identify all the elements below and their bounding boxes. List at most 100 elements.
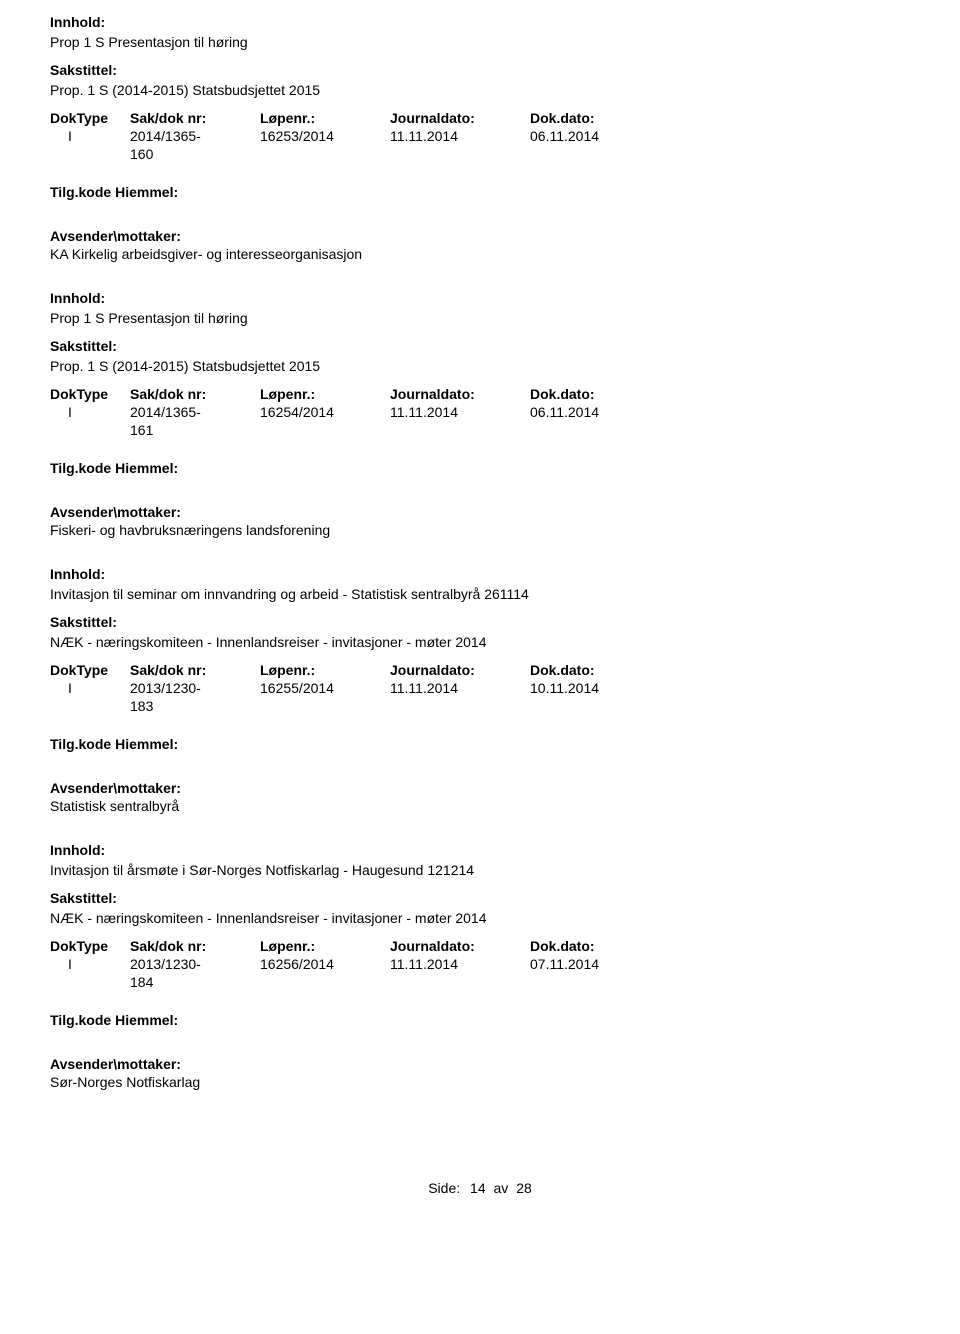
innhold-label: Innhold:: [50, 566, 910, 582]
footer-page-number: 14: [470, 1180, 486, 1196]
saknr-value-2: 183: [130, 698, 260, 714]
dokdato-value: 10.11.2014: [530, 680, 670, 696]
col-journal-header: Journaldato:: [390, 662, 530, 678]
col-saknr-header: Sak/dok nr:: [130, 386, 260, 402]
col-doktype-header: DokType: [50, 662, 130, 678]
col-dokdato-header: Dok.dato:: [530, 110, 670, 126]
col-dokdato-header: Dok.dato:: [530, 938, 670, 954]
saknr-value-2: 161: [130, 422, 260, 438]
table-row: I 2013/1230- 16255/2014 11.11.2014 10.11…: [50, 680, 910, 696]
sakstittel-label: Sakstittel:: [50, 614, 910, 630]
tilgkode-hiemmel-row: Tilg.kode Hiemmel:: [50, 1012, 910, 1028]
journal-entry: Innhold: Invitasjon til årsmøte i Sør-No…: [50, 842, 910, 1090]
hiemmel-label: Hiemmel:: [115, 184, 178, 200]
saknr-value-1: 2013/1230-: [130, 956, 260, 972]
tilgkode-label: Tilg.kode: [50, 460, 111, 476]
sakstittel-label: Sakstittel:: [50, 890, 910, 906]
table-row: I 2014/1365- 16254/2014 11.11.2014 06.11…: [50, 404, 910, 420]
table-header: DokType Sak/dok nr: Løpenr.: Journaldato…: [50, 110, 910, 126]
sakstittel-value: Prop. 1 S (2014-2015) Statsbudsjettet 20…: [50, 358, 910, 374]
tilgkode-hiemmel-row: Tilg.kode Hiemmel:: [50, 736, 910, 752]
col-saknr-header: Sak/dok nr:: [130, 110, 260, 126]
col-lopenr-header: Løpenr.:: [260, 386, 390, 402]
col-lopenr-header: Løpenr.:: [260, 110, 390, 126]
doktype-value: I: [50, 404, 130, 420]
dokdato-value: 06.11.2014: [530, 128, 670, 144]
dokdato-value: 06.11.2014: [530, 404, 670, 420]
innhold-value: Prop 1 S Presentasjon til høring: [50, 310, 910, 326]
table-row: I 2013/1230- 16256/2014 11.11.2014 07.11…: [50, 956, 910, 972]
sakstittel-value: NÆK - næringskomiteen - Innenlandsreiser…: [50, 634, 910, 650]
tilgkode-label: Tilg.kode: [50, 736, 111, 752]
col-doktype-header: DokType: [50, 938, 130, 954]
saknr-value-2: 160: [130, 146, 260, 162]
tilgkode-label: Tilg.kode: [50, 1012, 111, 1028]
avsender-label: Avsender\mottaker:: [50, 780, 910, 796]
table-header: DokType Sak/dok nr: Løpenr.: Journaldato…: [50, 938, 910, 954]
sakstittel-value: NÆK - næringskomiteen - Innenlandsreiser…: [50, 910, 910, 926]
footer-total-pages: 28: [516, 1180, 532, 1196]
table-row: 184: [50, 974, 910, 990]
sakstittel-value: Prop. 1 S (2014-2015) Statsbudsjettet 20…: [50, 82, 910, 98]
journal-entry: Innhold: Invitasjon til seminar om innva…: [50, 566, 910, 814]
dokdato-value: 07.11.2014: [530, 956, 670, 972]
footer-side-label: Side:: [428, 1180, 460, 1196]
tilgkode-hiemmel-row: Tilg.kode Hiemmel:: [50, 460, 910, 476]
innhold-label: Innhold:: [50, 14, 910, 30]
col-saknr-header: Sak/dok nr:: [130, 938, 260, 954]
journal-entry: Innhold: Prop 1 S Presentasjon til hørin…: [50, 14, 910, 262]
hiemmel-label: Hiemmel:: [115, 460, 178, 476]
lopenr-value: 16256/2014: [260, 956, 390, 972]
lopenr-value: 16254/2014: [260, 404, 390, 420]
avsender-value: Statistisk sentralbyrå: [50, 798, 910, 814]
col-journal-header: Journaldato:: [390, 110, 530, 126]
avsender-label: Avsender\mottaker:: [50, 1056, 910, 1072]
journaldato-value: 11.11.2014: [390, 956, 530, 972]
lopenr-value: 16255/2014: [260, 680, 390, 696]
sakstittel-label: Sakstittel:: [50, 338, 910, 354]
col-dokdato-header: Dok.dato:: [530, 662, 670, 678]
doktype-value: I: [50, 956, 130, 972]
table-row: 183: [50, 698, 910, 714]
table-header: DokType Sak/dok nr: Løpenr.: Journaldato…: [50, 662, 910, 678]
saknr-value-1: 2014/1365-: [130, 128, 260, 144]
col-lopenr-header: Løpenr.:: [260, 662, 390, 678]
sakstittel-label: Sakstittel:: [50, 62, 910, 78]
saknr-value-1: 2013/1230-: [130, 680, 260, 696]
footer-av-label: av: [494, 1180, 509, 1196]
hiemmel-label: Hiemmel:: [115, 736, 178, 752]
innhold-value: Invitasjon til årsmøte i Sør-Norges Notf…: [50, 862, 910, 878]
journaldato-value: 11.11.2014: [390, 680, 530, 696]
innhold-label: Innhold:: [50, 290, 910, 306]
saknr-value-1: 2014/1365-: [130, 404, 260, 420]
hiemmel-label: Hiemmel:: [115, 1012, 178, 1028]
col-saknr-header: Sak/dok nr:: [130, 662, 260, 678]
tilgkode-hiemmel-row: Tilg.kode Hiemmel:: [50, 184, 910, 200]
avsender-value: Fiskeri- og havbruksnæringens landsforen…: [50, 522, 910, 538]
journaldato-value: 11.11.2014: [390, 128, 530, 144]
avsender-label: Avsender\mottaker:: [50, 228, 910, 244]
innhold-value: Prop 1 S Presentasjon til høring: [50, 34, 910, 50]
doktype-value: I: [50, 680, 130, 696]
saknr-value-2: 184: [130, 974, 260, 990]
avsender-label: Avsender\mottaker:: [50, 504, 910, 520]
col-doktype-header: DokType: [50, 110, 130, 126]
journal-entry: Innhold: Prop 1 S Presentasjon til hørin…: [50, 290, 910, 538]
innhold-label: Innhold:: [50, 842, 910, 858]
col-lopenr-header: Løpenr.:: [260, 938, 390, 954]
col-journal-header: Journaldato:: [390, 386, 530, 402]
avsender-value: KA Kirkelig arbeidsgiver- og interesseor…: [50, 246, 910, 262]
innhold-value: Invitasjon til seminar om innvandring og…: [50, 586, 910, 602]
table-row: 161: [50, 422, 910, 438]
table-header: DokType Sak/dok nr: Løpenr.: Journaldato…: [50, 386, 910, 402]
col-doktype-header: DokType: [50, 386, 130, 402]
table-row: 160: [50, 146, 910, 162]
page-footer: Side: 14 av 28: [50, 1180, 910, 1196]
lopenr-value: 16253/2014: [260, 128, 390, 144]
col-journal-header: Journaldato:: [390, 938, 530, 954]
journaldato-value: 11.11.2014: [390, 404, 530, 420]
doktype-value: I: [50, 128, 130, 144]
tilgkode-label: Tilg.kode: [50, 184, 111, 200]
table-row: I 2014/1365- 16253/2014 11.11.2014 06.11…: [50, 128, 910, 144]
avsender-value: Sør-Norges Notfiskarlag: [50, 1074, 910, 1090]
